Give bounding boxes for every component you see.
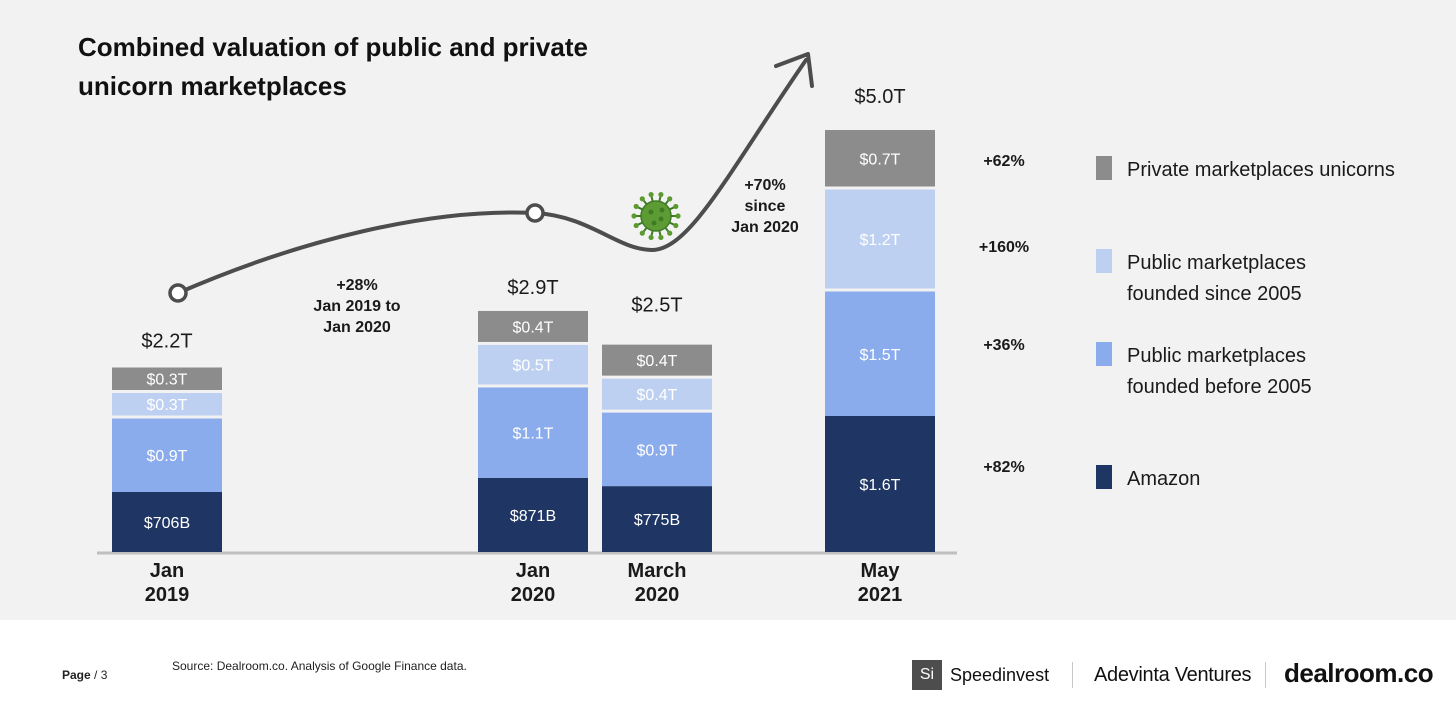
data-label: $1.2T <box>860 232 901 249</box>
annotation-text: +28% <box>336 277 377 294</box>
bar-segment <box>825 416 935 552</box>
total-label: $2.9T <box>507 277 558 299</box>
legend-swatch <box>1096 465 1112 489</box>
speedinvest-logo: Speedinvest <box>950 665 1050 685</box>
x-tick-label: 2020 <box>635 584 680 606</box>
legend-label: Private marketplaces unicorns <box>1127 159 1395 181</box>
logo-divider <box>1072 662 1073 688</box>
trend-point <box>525 203 545 223</box>
data-label: $871B <box>510 508 556 525</box>
bar-segment <box>825 189 935 289</box>
growth-label: +36% <box>983 337 1024 354</box>
bar-segment <box>112 367 222 390</box>
bar-segment <box>602 344 712 376</box>
logo-divider <box>1265 662 1266 688</box>
data-label: $1.1T <box>513 426 554 443</box>
legend-swatch <box>1096 249 1112 273</box>
legend-label: Public marketplaces <box>1127 252 1306 274</box>
annotation-text: +70% <box>744 177 785 194</box>
source-note: Source: Dealroom.co. Analysis of Google … <box>172 659 467 673</box>
x-tick-label: March <box>628 560 687 582</box>
total-label: $2.5T <box>631 295 682 317</box>
legend-label: founded before 2005 <box>1127 376 1312 398</box>
legend-label: founded since 2005 <box>1127 283 1302 305</box>
page-label: Page <box>62 668 91 682</box>
x-tick-label: May <box>861 560 901 582</box>
bar-segment <box>478 310 588 342</box>
data-label: $0.3T <box>147 372 188 389</box>
data-label: $0.4T <box>637 353 678 370</box>
annotation-text: since <box>745 198 786 215</box>
x-tick-label: Jan <box>516 560 550 582</box>
coronavirus-icon <box>631 191 681 241</box>
x-tick-label: 2020 <box>511 584 556 606</box>
legend-label: Public marketplaces <box>1127 345 1306 367</box>
bar-segment <box>602 378 712 410</box>
page-number: / 3 <box>94 668 108 682</box>
annotation-text: Jan 2020 <box>731 219 799 236</box>
bar-segment <box>112 392 222 416</box>
data-label: $1.6T <box>860 477 901 494</box>
bar-segment <box>825 291 935 416</box>
growth-label: +160% <box>979 239 1029 256</box>
bar-segment <box>602 412 712 487</box>
growth-label: +82% <box>983 459 1024 476</box>
speedinvest-logo-mark: Si <box>912 660 942 690</box>
bar-segment <box>112 491 222 552</box>
bar-segment <box>112 418 222 492</box>
legend-swatch <box>1096 156 1112 180</box>
data-label: $0.4T <box>637 387 678 404</box>
chart-panel <box>0 0 1456 620</box>
growth-label: +62% <box>983 153 1024 170</box>
dealroom-logo: dealroom.co <box>1284 658 1434 688</box>
data-label: $775B <box>634 512 680 529</box>
bar-segment <box>478 387 588 478</box>
legend-label: Amazon <box>1127 468 1200 490</box>
annotation-text: Jan 2020 <box>323 319 391 336</box>
x-tick-label: Jan <box>150 560 184 582</box>
page-indicator: Page / 3 <box>62 668 107 682</box>
x-tick-label: 2021 <box>858 584 903 606</box>
footer: Page / 3 Source: Dealroom.co. Analysis o… <box>0 620 1456 705</box>
total-label: $5.0T <box>854 86 905 108</box>
legend-swatch <box>1096 342 1112 366</box>
data-label: $706B <box>144 515 190 532</box>
trend-point <box>168 283 188 303</box>
trend-arrowhead <box>774 52 814 88</box>
data-label: $0.9T <box>637 442 678 459</box>
total-label: $2.2T <box>141 330 192 352</box>
adevinta-ventures-logo: Adevinta Ventures <box>1094 664 1252 686</box>
bar-segment <box>602 486 712 552</box>
stacked-bar-chart: $706B$0.9T$0.3T$0.3TJan2019$871B$1.1T$0.… <box>97 52 1395 606</box>
data-label: $0.3T <box>147 397 188 414</box>
annotation-text: Jan 2019 to <box>313 298 400 315</box>
data-label: $0.5T <box>513 358 554 375</box>
trend-arrow-line <box>176 58 808 295</box>
data-label: $0.9T <box>147 448 188 465</box>
bar-segment <box>825 130 935 187</box>
x-tick-label: 2019 <box>145 584 190 606</box>
data-label: $0.4T <box>513 319 554 336</box>
data-label: $0.7T <box>860 151 901 168</box>
data-label: $1.5T <box>860 347 901 364</box>
chart-title: Combined valuation of public and private… <box>78 32 588 101</box>
bar-segment <box>478 477 588 552</box>
bar-segment <box>478 344 588 385</box>
